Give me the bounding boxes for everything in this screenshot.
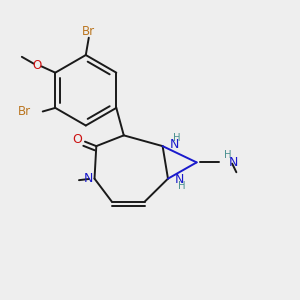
Text: H: H [178, 182, 186, 191]
Text: N: N [84, 172, 93, 185]
Text: O: O [33, 59, 42, 72]
Text: N: N [229, 156, 239, 169]
Text: N: N [175, 173, 184, 186]
Text: N: N [170, 138, 179, 152]
Text: H: H [224, 150, 232, 160]
Text: O: O [72, 133, 82, 146]
Text: Br: Br [82, 25, 95, 38]
Text: H: H [173, 134, 180, 143]
Text: Br: Br [18, 105, 32, 118]
